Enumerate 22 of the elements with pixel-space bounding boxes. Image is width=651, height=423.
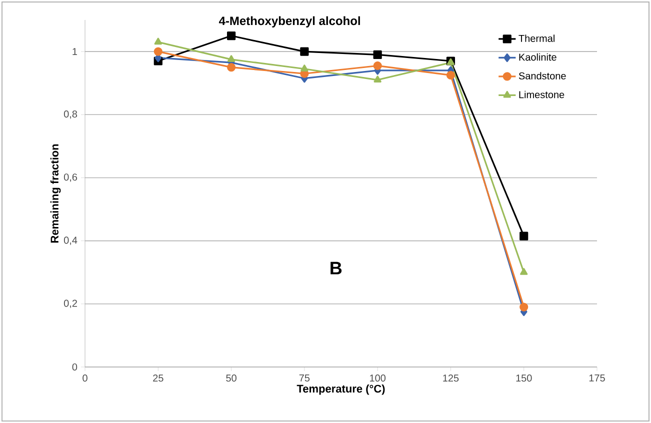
y-tick-label: 1: [72, 48, 77, 55]
x-tick-label: 175: [589, 374, 605, 382]
legend-label: Thermal: [518, 34, 554, 42]
x-tick-label: 125: [443, 374, 459, 382]
x-tick-label: 50: [226, 374, 236, 382]
x-tick-label: 150: [516, 374, 532, 382]
y-tick-label: 0,8: [64, 110, 78, 119]
y-tick-label: 0,6: [64, 174, 78, 182]
y-axis-title: Remaining fraction: [50, 144, 61, 243]
y-tick-label: 0,4: [64, 236, 78, 245]
x-tick-label: 0: [82, 374, 88, 382]
y-tick-label: 0,2: [64, 300, 77, 308]
legend-label: Sandstone: [518, 72, 566, 80]
x-axis-title: Temperature (°C): [296, 384, 385, 395]
annotation: B: [330, 262, 342, 274]
x-tick-label: 100: [370, 374, 386, 382]
x-tick-label: 75: [299, 374, 310, 382]
y-tick-label: 0: [72, 363, 78, 371]
x-tick-label: 25: [153, 374, 164, 382]
chart-title: 4-Methoxybenzyl alcohol: [218, 16, 360, 28]
legend-label: Kaolinite: [519, 53, 556, 61]
legend-label: Limestone: [519, 90, 564, 98]
